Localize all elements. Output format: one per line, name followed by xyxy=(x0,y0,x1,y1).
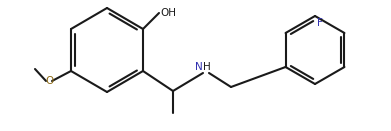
Text: F: F xyxy=(317,18,323,28)
Text: O: O xyxy=(45,76,53,86)
Text: OH: OH xyxy=(160,8,176,18)
Text: N: N xyxy=(195,62,203,72)
Text: H: H xyxy=(203,62,211,72)
